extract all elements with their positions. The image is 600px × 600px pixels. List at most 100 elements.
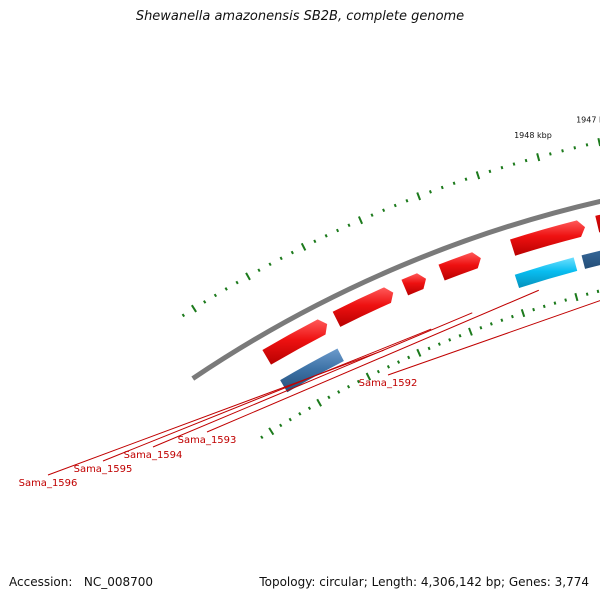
cds-forward-sama-1592-region <box>595 214 600 233</box>
genome-backbone <box>191 198 600 381</box>
minor-tick <box>181 313 186 318</box>
minor-tick <box>553 301 557 305</box>
minor-tick <box>585 292 589 296</box>
gene-callout-line <box>387 300 600 376</box>
major-tick <box>416 192 422 201</box>
cds-forward-sama-1594 <box>438 252 481 281</box>
minor-tick <box>524 158 528 163</box>
minor-tick <box>235 280 239 285</box>
minor-tick <box>542 304 546 309</box>
minor-tick <box>427 346 431 351</box>
minor-tick <box>224 287 228 291</box>
minor-tick <box>437 342 441 346</box>
gene-callout-line <box>102 328 432 462</box>
cds-forward-sama-1596 <box>332 287 394 327</box>
minor-tick <box>405 199 409 203</box>
kbp-label: 1948 kbp <box>514 131 552 140</box>
minor-tick <box>407 355 411 360</box>
minor-tick <box>440 185 444 190</box>
minor-tick <box>596 289 600 294</box>
major-tick <box>520 308 526 318</box>
minor-tick <box>458 333 462 338</box>
cds-reverse-sama-1592 <box>581 250 600 269</box>
minor-tick <box>337 390 341 394</box>
genes-value: 3,774 <box>554 575 589 589</box>
major-tick <box>357 216 364 225</box>
topology-label: Topology: <box>259 575 316 589</box>
minor-tick <box>298 412 302 416</box>
cds-forward <box>510 220 586 256</box>
accession-info: Accession: NC_008700 <box>9 575 153 589</box>
major-tick <box>365 372 372 381</box>
minor-tick <box>573 146 577 150</box>
major-tick <box>268 427 275 436</box>
major-tick <box>416 348 422 357</box>
minor-tick <box>479 326 483 330</box>
minor-tick <box>488 169 492 174</box>
cds-highlight-sama-1593 <box>514 257 578 289</box>
minor-tick <box>376 369 380 374</box>
minor-tick <box>564 298 568 302</box>
length-label: Length: <box>371 575 418 589</box>
minor-tick <box>346 384 351 389</box>
minor-tick <box>307 406 312 411</box>
genome-stats: Topology: circular; Length: 4,306,142 bp… <box>259 575 589 589</box>
gene-callout-line <box>152 312 473 448</box>
minor-tick <box>257 268 261 273</box>
minor-tick <box>561 149 564 153</box>
minor-tick <box>510 314 514 319</box>
major-tick <box>468 327 473 336</box>
minor-tick <box>324 234 328 238</box>
minor-tick <box>428 190 432 194</box>
minor-tick <box>393 203 397 208</box>
minor-tick <box>279 423 283 428</box>
minor-tick <box>448 338 452 342</box>
minor-tick <box>268 262 272 267</box>
kbp-label: 1947 kbp <box>576 116 600 125</box>
gene-callout-line <box>206 289 539 433</box>
minor-tick <box>382 208 386 213</box>
minor-tick <box>327 395 331 400</box>
minor-tick <box>336 228 340 233</box>
gene-label: Sama_1593 <box>178 435 237 446</box>
genes-label: Genes: <box>508 575 551 589</box>
minor-tick <box>213 293 218 298</box>
minor-tick <box>313 239 317 244</box>
inner-tick-ring <box>260 289 600 440</box>
minor-tick <box>386 365 390 369</box>
gene-callout-line <box>47 349 384 476</box>
cds-forward-sama-1595 <box>401 273 427 296</box>
minor-tick <box>370 213 374 217</box>
minor-tick <box>532 307 536 312</box>
major-tick <box>475 171 481 180</box>
accession-value: NC_008700 <box>83 575 154 589</box>
minor-tick <box>203 300 207 304</box>
minor-tick <box>464 177 468 181</box>
cds-reverse <box>280 348 344 393</box>
minor-tick <box>585 143 589 147</box>
minor-tick <box>489 322 493 326</box>
map-title: Shewanella amazonensis SB2B, complete ge… <box>135 9 465 24</box>
length-value: 4,306,142 bp <box>420 575 501 589</box>
minor-tick <box>549 152 552 156</box>
outer-tick-ring <box>181 137 600 318</box>
minor-tick <box>397 360 401 364</box>
minor-tick <box>500 318 504 322</box>
minor-tick <box>279 256 283 261</box>
gene-label: Sama_1595 <box>74 464 133 475</box>
minor-tick <box>356 379 361 384</box>
accession-label: Accession: <box>9 575 73 589</box>
minor-tick <box>288 417 292 422</box>
gene-label: Sama_1594 <box>124 450 183 461</box>
minor-tick <box>260 435 264 440</box>
major-tick <box>536 153 541 162</box>
major-tick <box>245 272 251 281</box>
minor-tick <box>452 181 456 186</box>
topology-value: circular <box>319 575 364 589</box>
gene-label: Sama_1596 <box>19 478 78 489</box>
minor-tick <box>290 250 294 255</box>
minor-tick <box>500 165 504 170</box>
minor-tick <box>347 223 351 228</box>
